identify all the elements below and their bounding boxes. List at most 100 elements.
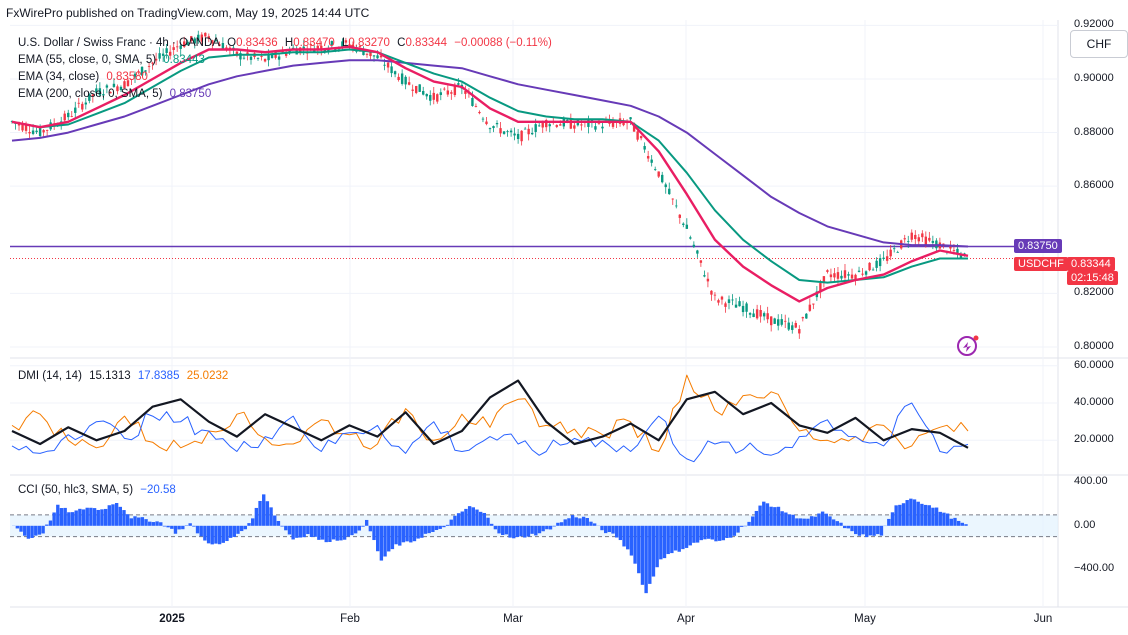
currency-button[interactable]: CHF	[1070, 30, 1128, 58]
cci-bar	[265, 501, 270, 526]
candle-body	[914, 234, 917, 240]
cci-bar	[923, 504, 928, 526]
legend-change: −0.00088 (−0.11%)	[454, 37, 552, 49]
candle-body	[341, 41, 344, 47]
candle-body	[738, 301, 741, 307]
time-axis-tick: Apr	[677, 613, 695, 625]
cci-bar	[170, 525, 174, 529]
price-axis-tick: 0.86000	[1074, 179, 1114, 192]
cci-bar	[74, 510, 78, 526]
candle-body	[446, 90, 450, 95]
candle-body	[685, 224, 689, 229]
candle-body	[801, 317, 805, 319]
candle-body	[762, 313, 766, 317]
cci-bar	[603, 525, 608, 534]
cci-bar	[890, 512, 895, 526]
cci-bar	[464, 508, 468, 526]
candle-body	[907, 241, 910, 242]
candle-body	[847, 274, 850, 276]
candle-body	[147, 66, 151, 68]
cci-bar	[210, 525, 214, 545]
cci-bar	[460, 511, 464, 526]
time-axis-tick: May	[854, 613, 876, 625]
cci-bar	[100, 509, 104, 526]
candle-body	[931, 240, 935, 243]
candle-body	[123, 81, 126, 89]
legend-high: H0.83470	[284, 37, 335, 49]
candle-body	[70, 115, 73, 117]
cci-bar	[817, 513, 821, 526]
candle-body	[284, 52, 288, 56]
candle-body	[520, 130, 523, 142]
legend-ema55-row[interactable]: EMA (55, close, 0, SMA, 5) 0.83443	[18, 54, 209, 66]
candle-body	[439, 92, 442, 95]
cci-bar	[111, 504, 115, 526]
cci-bar	[239, 525, 244, 532]
candle-body	[344, 40, 348, 43]
legend-cci-row[interactable]: CCI (50, hlc3, SMA, 5) −20.58	[18, 484, 180, 496]
cci-bar	[699, 525, 703, 541]
candle-body	[713, 294, 717, 296]
cci-bar	[258, 500, 262, 526]
candle-body	[443, 88, 446, 90]
candle-body	[369, 51, 372, 57]
cci-bar	[842, 525, 847, 529]
cci-bar	[523, 525, 527, 538]
candle-body	[896, 251, 899, 253]
cci-bar	[221, 525, 225, 543]
candle-body	[587, 119, 590, 127]
cci-bar	[103, 508, 108, 526]
cci-bar	[526, 525, 531, 537]
candle-body	[471, 97, 474, 106]
cci-bar	[298, 525, 303, 538]
candle-body	[530, 132, 534, 135]
candle-body	[703, 275, 706, 277]
cci-bar	[839, 522, 843, 526]
cci-bar	[342, 525, 347, 540]
candle-body	[787, 322, 790, 330]
legend-ema34-row[interactable]: EMA (34, close) 0.83580	[18, 71, 152, 83]
cci-bar	[236, 525, 240, 534]
candle-body	[773, 318, 776, 324]
symbol-tag: USDCHF	[1014, 257, 1068, 271]
dmi-adx-line	[11, 379, 969, 449]
cci-bar	[618, 525, 623, 541]
candle-body	[309, 44, 312, 46]
cci-bar	[508, 525, 512, 538]
candle-body	[538, 125, 541, 127]
candle-body	[594, 126, 597, 130]
cci-bar	[313, 525, 317, 537]
cci-bar	[96, 509, 100, 526]
candle-body	[197, 34, 200, 42]
cci-bar	[795, 518, 799, 526]
cci-bar	[383, 525, 387, 557]
cci-bar	[482, 512, 487, 526]
candle-body	[140, 66, 144, 76]
cci-bar	[228, 525, 233, 538]
cci-bar	[670, 525, 674, 554]
candle-body	[235, 51, 239, 56]
price-axis-tick: 0.82000	[1074, 286, 1114, 299]
candle-body	[386, 62, 390, 68]
candle-body	[878, 258, 882, 267]
cci-bar	[350, 525, 354, 536]
cci-bar	[129, 518, 134, 526]
legend-ema200-row[interactable]: EMA (200, close, 0, SMA, 5) 0.83750	[18, 88, 215, 100]
candle-body	[365, 53, 369, 55]
cci-bar	[570, 515, 575, 526]
cci-bar	[809, 516, 814, 526]
candle-body	[330, 41, 334, 46]
cci-bar	[478, 511, 483, 526]
cci-bar	[78, 508, 82, 526]
legend-symbol-row: U.S. Dollar / Swiss Franc · 4h · OANDA O…	[18, 37, 556, 49]
candle-body	[302, 46, 305, 50]
cci-bar	[578, 518, 582, 526]
legend-dmi-row[interactable]: DMI (14, 14) 15.1313 17.8385 25.0232	[18, 370, 232, 382]
candle-body	[28, 132, 31, 134]
cci-bar	[276, 521, 281, 526]
cci-bar	[269, 507, 273, 526]
cci-bar	[398, 525, 402, 546]
candle-body	[351, 44, 355, 47]
candle-body	[492, 126, 495, 129]
